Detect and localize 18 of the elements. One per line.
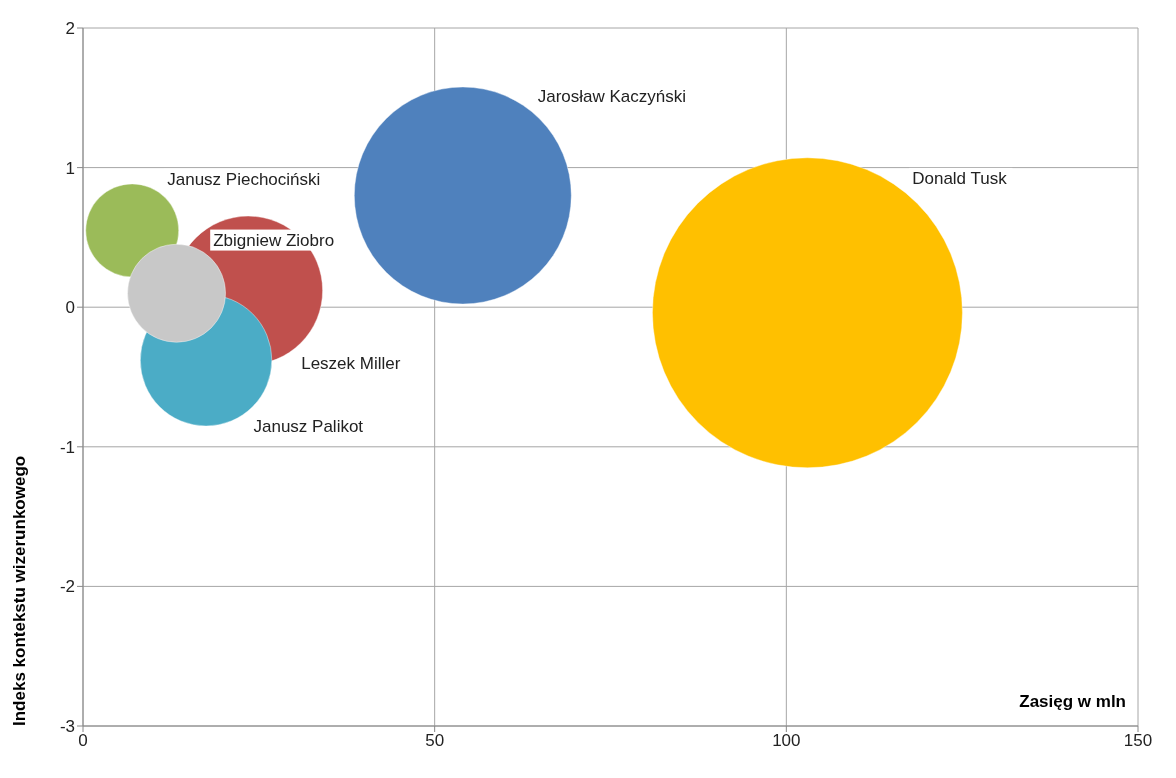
y-tick-label: 0: [65, 298, 75, 318]
y-tick-label: -1: [59, 437, 75, 457]
y-tick-label: -2: [59, 577, 75, 597]
series-label: Leszek Miller: [301, 353, 401, 373]
series-label: Janusz Palikot: [253, 416, 364, 436]
x-tick-label: 50: [425, 731, 445, 751]
series-label: Janusz Piechociński: [167, 169, 321, 189]
x-tick-label: 100: [772, 731, 801, 751]
y-tick-label: 1: [65, 158, 75, 178]
series-label: Jarosław Kaczyński: [537, 87, 687, 107]
y-tick-label: 2: [65, 19, 75, 39]
series-label: Donald Tusk: [912, 168, 1008, 188]
x-axis-title: Zasięg w mln: [1019, 692, 1126, 712]
x-tick-label: 150: [1123, 731, 1153, 751]
series-label: Zbigniew Ziobro: [213, 230, 335, 250]
y-tick-label: -3: [59, 717, 75, 737]
y-axis-title: Indeks kontekstu wizerunkowego: [10, 455, 30, 726]
x-tick-label: 0: [78, 731, 88, 751]
